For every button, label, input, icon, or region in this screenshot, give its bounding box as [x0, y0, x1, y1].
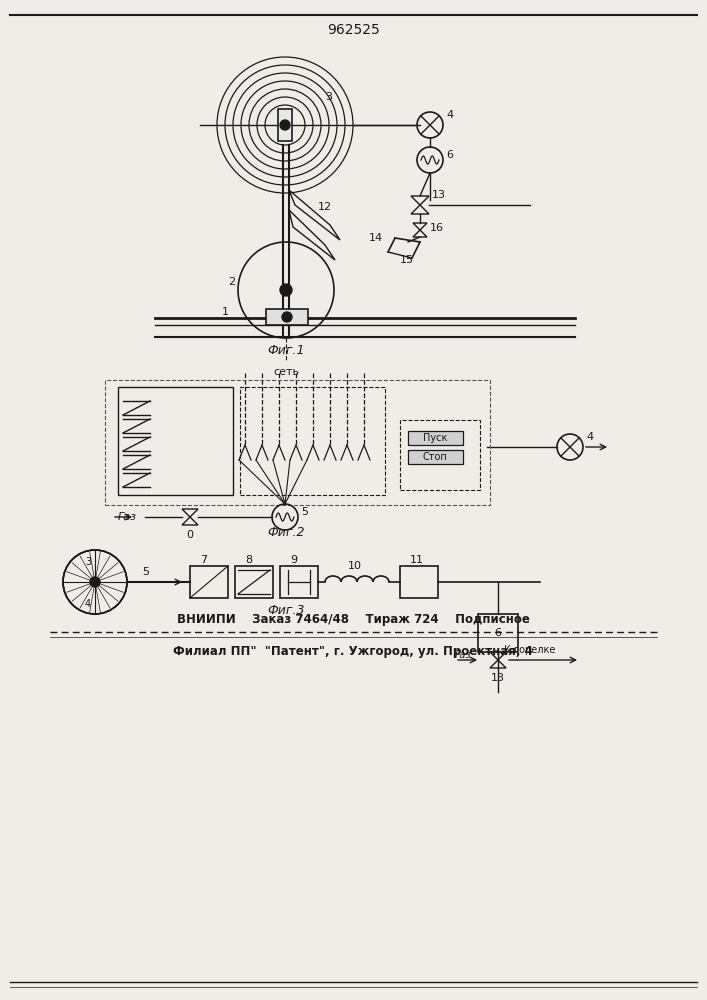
Text: Газ: Газ [118, 512, 137, 522]
Bar [105, 380, 490, 505]
Text: Газ: Газ [455, 650, 472, 660]
Text: 5: 5 [301, 507, 308, 517]
Text: Фиг.1: Фиг.1 [267, 344, 305, 357]
Text: 7: 7 [200, 555, 207, 565]
Text: 15: 15 [400, 255, 414, 265]
Bar [235, 566, 273, 598]
Bar [278, 109, 292, 141]
Text: 14: 14 [369, 233, 383, 243]
Text: К горелке: К горелке [504, 645, 556, 655]
Bar [266, 309, 308, 325]
Text: 13: 13 [432, 190, 446, 200]
Text: 0: 0 [187, 530, 194, 540]
Text: 10: 10 [348, 561, 362, 571]
Text: 6: 6 [446, 150, 453, 160]
Text: 1: 1 [222, 307, 229, 317]
Text: 8: 8 [245, 555, 252, 565]
Text: 4: 4 [446, 110, 453, 120]
Text: сеть: сеть [273, 367, 299, 377]
Text: 4: 4 [586, 432, 593, 442]
Bar [240, 387, 385, 495]
Text: 9: 9 [290, 555, 297, 565]
Text: Фиг.3: Фиг.3 [267, 603, 305, 616]
Bar [400, 420, 480, 490]
Text: Филиал ПП"  "Патент", г. Ужгород, ул. Проектная, 4: Филиал ПП" "Патент", г. Ужгород, ул. Про… [173, 646, 533, 658]
Bar [408, 431, 463, 445]
Text: 11: 11 [410, 555, 424, 565]
Bar [280, 566, 318, 598]
Text: 6: 6 [494, 628, 501, 638]
Text: 12: 12 [318, 202, 332, 212]
Text: 3: 3 [325, 92, 332, 102]
Text: 16: 16 [430, 223, 444, 233]
Bar [190, 566, 228, 598]
Text: 3: 3 [85, 557, 91, 567]
Text: 2: 2 [228, 277, 235, 287]
Text: Стоп: Стоп [423, 452, 448, 462]
Circle shape [90, 577, 100, 587]
Circle shape [282, 312, 292, 322]
Text: Фиг.2: Фиг.2 [267, 526, 305, 540]
Bar [400, 566, 438, 598]
Text: ВНИИПИ    Заказ 7464/48    Тираж 724    Подписное: ВНИИПИ Заказ 7464/48 Тираж 724 Подписное [177, 613, 530, 626]
Circle shape [280, 284, 292, 296]
Text: 962525: 962525 [327, 23, 380, 37]
Bar [118, 387, 233, 495]
Bar [408, 450, 463, 464]
Text: 4: 4 [85, 599, 91, 609]
Text: Пуск: Пуск [423, 433, 448, 443]
Bar [478, 614, 518, 652]
Text: 13: 13 [491, 673, 505, 683]
Circle shape [280, 120, 290, 130]
Text: 5: 5 [142, 567, 149, 577]
